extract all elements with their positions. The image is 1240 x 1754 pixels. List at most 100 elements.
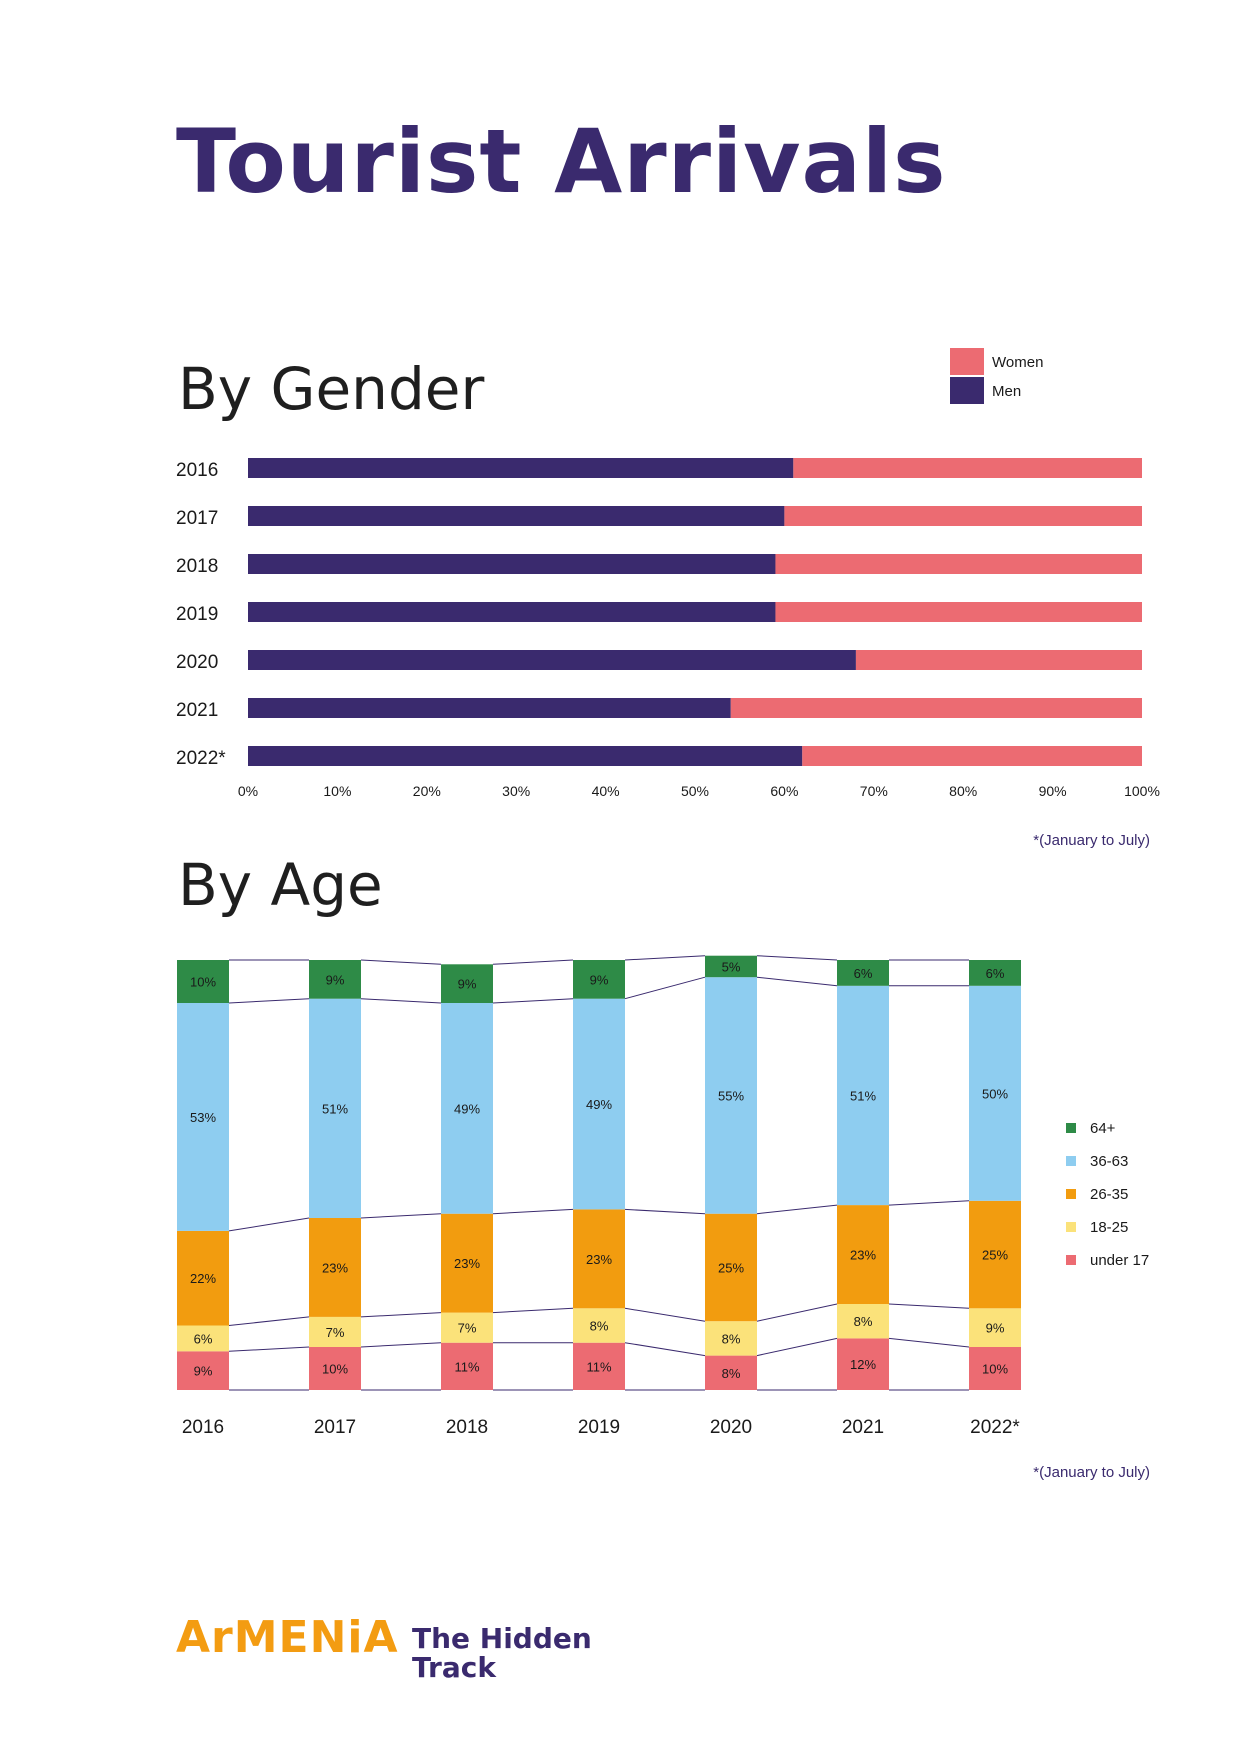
age-connector-line	[360, 1312, 442, 1318]
age-bar-under-17-2016	[177, 1351, 229, 1390]
age-data-label: 10%	[982, 1362, 1008, 1377]
gender-legend-swatch-women	[950, 348, 984, 375]
age-data-label: 9%	[458, 977, 477, 992]
age-data-label: 53%	[190, 1110, 216, 1125]
age-connector-line	[756, 1337, 838, 1357]
age-data-label: 9%	[986, 1321, 1005, 1336]
tagline-line-2: Track	[412, 1651, 496, 1685]
age-connector-line	[756, 1303, 838, 1322]
gender-category-label: 2020	[176, 652, 218, 673]
age-data-label: 9%	[194, 1364, 213, 1379]
age-data-label: 6%	[194, 1331, 213, 1346]
age-data-label: 51%	[322, 1101, 348, 1116]
tagline: The Hidden Track	[412, 1624, 612, 1683]
age-data-label: 9%	[326, 972, 345, 987]
age-connector-line	[360, 998, 442, 1004]
age-connector-line	[888, 1337, 970, 1348]
age-bar-18-25-2022	[969, 1308, 1021, 1347]
age-legend-label: 26-35	[1090, 1186, 1128, 1203]
gender-category-label: 2016	[176, 460, 218, 481]
gender-bar-women-2017	[784, 506, 1142, 526]
gender-x-tick-label: 60%	[770, 783, 798, 799]
age-category-label: 2021	[842, 1417, 884, 1438]
gender-x-tick-label: 100%	[1124, 783, 1160, 799]
age-data-label: 25%	[718, 1260, 744, 1275]
age-bar-under-17-2017	[309, 1347, 361, 1390]
age-data-label: 49%	[586, 1097, 612, 1112]
gender-x-tick-label: 50%	[681, 783, 709, 799]
age-legend-label: 36-63	[1090, 1153, 1128, 1170]
age-bar-under-17-2018	[441, 1342, 493, 1390]
gender-bar-women-2021	[730, 698, 1142, 718]
age-data-label: 7%	[326, 1325, 345, 1340]
age-data-label: 22%	[190, 1271, 216, 1286]
age-bar-26-35-2019	[573, 1209, 625, 1309]
age-bar-64+-2017	[309, 960, 361, 999]
age-connector-line	[624, 1208, 706, 1215]
gender-category-label: 2022*	[176, 748, 226, 769]
gender-bar-men-2017	[248, 506, 785, 526]
age-category-label: 2019	[578, 1417, 620, 1438]
age-bar-36-63-2021	[837, 985, 889, 1206]
age-data-label: 49%	[454, 1101, 480, 1116]
gender-bar-women-2018	[775, 554, 1142, 574]
age-bar-18-25-2016	[177, 1325, 229, 1352]
age-connector-line	[360, 1213, 442, 1219]
gender-bar-women-2019	[775, 602, 1142, 622]
page-title: Tourist Arrivals	[176, 110, 947, 213]
age-data-label: 12%	[850, 1357, 876, 1372]
age-category-label: 2016	[182, 1417, 224, 1438]
gender-bar-women-2020	[855, 650, 1142, 670]
age-data-label: 8%	[722, 1331, 741, 1346]
age-bar-36-63-2018	[441, 1003, 493, 1214]
age-connector-line	[624, 1342, 706, 1357]
age-bar-36-63-2016	[177, 1003, 229, 1231]
gender-bar-men-2022	[248, 746, 803, 766]
gender-chart-title: By Gender	[178, 355, 485, 423]
age-bar-36-63-2019	[573, 998, 625, 1210]
age-bar-26-35-2022	[969, 1200, 1021, 1309]
age-bar-36-63-2022	[969, 985, 1021, 1201]
age-data-label: 55%	[718, 1088, 744, 1103]
age-bar-64+-2022	[969, 960, 1021, 986]
age-legend-label: under 17	[1090, 1252, 1149, 1269]
age-data-label: 6%	[854, 966, 873, 981]
gender-bar-men-2018	[248, 554, 776, 574]
age-data-label: 9%	[590, 972, 609, 987]
age-data-label: 23%	[586, 1252, 612, 1267]
age-bar-64+-2018	[441, 964, 493, 1003]
gender-bar-men-2016	[248, 458, 794, 478]
gender-bar-men-2021	[248, 698, 731, 718]
age-legend-label: 64+	[1090, 1120, 1116, 1137]
age-data-label: 5%	[722, 959, 741, 974]
age-connector-line	[228, 1217, 310, 1232]
age-data-label: 23%	[322, 1260, 348, 1275]
gender-legend-swatch-men	[950, 377, 984, 404]
age-connector-line	[228, 998, 310, 1004]
gender-x-tick-label: 0%	[238, 783, 258, 799]
gender-bar-women-2016	[793, 458, 1142, 478]
age-data-label: 23%	[454, 1256, 480, 1271]
gender-category-label: 2018	[176, 556, 218, 577]
age-data-label: 8%	[854, 1314, 873, 1329]
age-bar-under-17-2019	[573, 1342, 625, 1390]
age-legend-label: 18-25	[1090, 1219, 1128, 1236]
age-bar-36-63-2017	[309, 998, 361, 1218]
age-bar-26-35-2018	[441, 1213, 493, 1313]
age-data-label: 25%	[982, 1248, 1008, 1263]
age-bar-64+-2021	[837, 960, 889, 986]
age-connector-line	[888, 1303, 970, 1309]
age-bar-26-35-2017	[309, 1218, 361, 1317]
gender-footnote: *(January to July)	[1033, 832, 1150, 849]
age-data-label: 11%	[586, 1359, 611, 1374]
gender-category-label: 2019	[176, 604, 218, 625]
age-category-label: 2018	[446, 1417, 488, 1438]
tagline-line-1: The Hidden	[412, 1622, 592, 1655]
age-connector-line	[888, 1200, 970, 1206]
gender-x-tick-label: 30%	[502, 783, 530, 799]
age-bar-36-63-2020	[705, 977, 757, 1214]
age-bar-18-25-2019	[573, 1308, 625, 1343]
age-bar-26-35-2021	[837, 1205, 889, 1304]
age-connector-line	[228, 1346, 310, 1352]
age-connector-line	[228, 1316, 310, 1326]
